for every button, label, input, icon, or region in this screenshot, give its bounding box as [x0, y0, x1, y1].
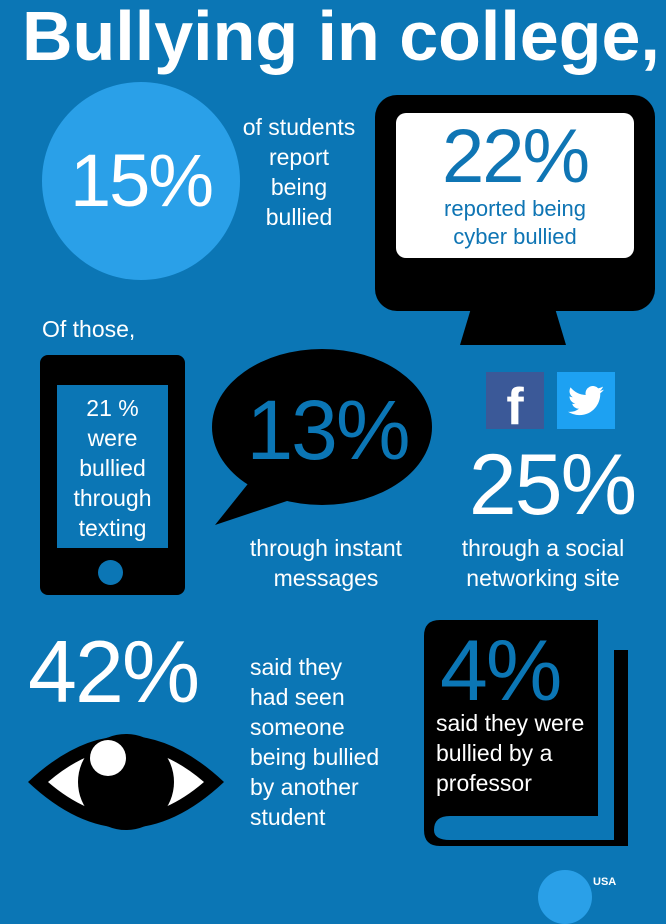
phone-home-button [98, 560, 123, 585]
text-line: by another [250, 774, 359, 800]
eye-icon [28, 734, 224, 830]
text-line: someone [250, 714, 345, 740]
text-line: of students [242, 114, 356, 140]
stat-texting-value: 21 % [86, 395, 139, 421]
stat-circle: 15% [42, 82, 240, 280]
facebook-icon: f [486, 372, 544, 436]
text-line: said they were [436, 710, 585, 736]
text-line: networking site [466, 565, 620, 591]
stat-bullied-text: of students report being bullied [232, 112, 366, 232]
text-line: said they [250, 654, 343, 680]
stat-professor-value: 4% [440, 623, 562, 719]
text-line: through [73, 485, 152, 511]
logo-circle [538, 870, 592, 924]
text-line: were [87, 425, 138, 451]
stat-im-text: through instant messages [226, 533, 426, 593]
stat-witness-text: said they had seen someone being bullied… [250, 652, 379, 832]
text-line: professor [436, 770, 532, 796]
stat-social-text: through a social networking site [440, 533, 646, 593]
text-line: cyber bullied [453, 224, 577, 249]
page-title: Bullying in college, [22, 0, 660, 75]
phone-screen: 21 % were bullied through texting [57, 385, 168, 548]
text-line: bullied [265, 204, 333, 230]
text-line: messages [273, 565, 379, 591]
logo-text: USA [593, 876, 617, 888]
text-line: through instant [249, 535, 403, 561]
text-line: through a social [461, 535, 625, 561]
text-line: had seen [250, 684, 345, 710]
text-line: texting [78, 515, 147, 541]
text-line: reported being [444, 196, 586, 221]
stat-im-value: 13% [246, 383, 410, 477]
text-line: being bullied [250, 744, 380, 770]
stat-bullied-value: 15% [69, 139, 214, 222]
stat-witness-value: 42% [28, 622, 200, 721]
speech-bubble-icon [212, 349, 432, 525]
monitor-screen: 22% reported being cyber bullied [396, 113, 634, 258]
text-line: student [250, 804, 326, 830]
monitor-stand [460, 305, 566, 345]
stat-cyber-value: 22% [441, 114, 590, 199]
of-those-label: Of those, [42, 316, 136, 342]
twitter-icon [557, 372, 615, 429]
stat-professor-text: said they were bullied by a professor [436, 708, 584, 798]
book-icon [424, 620, 628, 846]
stat-social-value: 25% [468, 437, 637, 533]
text-line: being [270, 174, 328, 200]
text-line: bullied [79, 455, 146, 481]
text-line: report [268, 144, 330, 170]
text-line: bullied by a [436, 740, 553, 766]
